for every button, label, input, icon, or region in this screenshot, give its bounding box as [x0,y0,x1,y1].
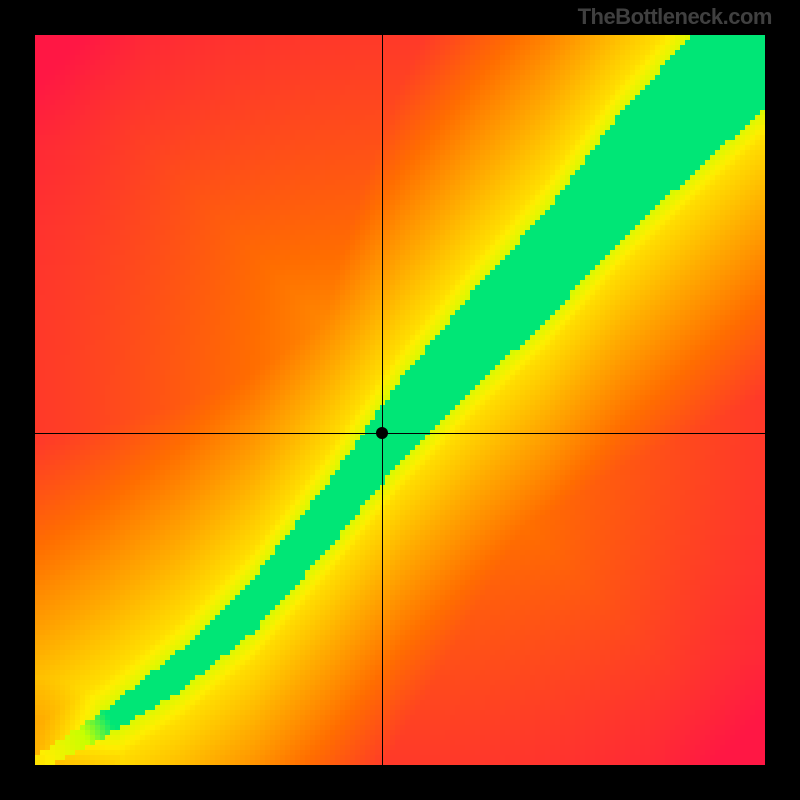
data-point-marker [376,427,388,439]
attribution-label: TheBottleneck.com [578,4,772,30]
bottleneck-heatmap [35,35,765,765]
crosshair-vertical [382,35,383,765]
crosshair-horizontal [35,433,765,434]
plot-area [35,35,765,765]
chart-container: TheBottleneck.com [0,0,800,800]
